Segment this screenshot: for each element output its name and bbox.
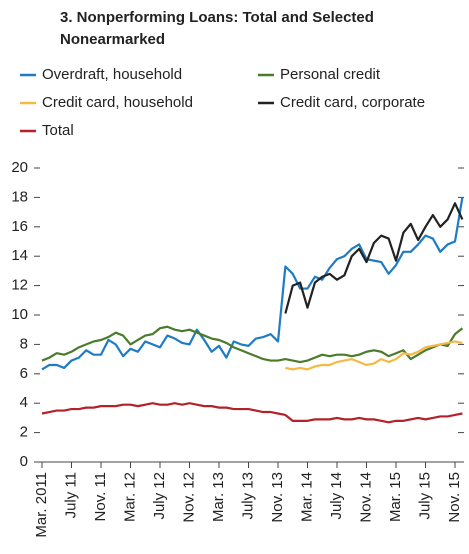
- x-tick-label: Mar. 12: [121, 472, 138, 522]
- series-line: [41, 197, 464, 371]
- x-tick-label: Nov. 11: [92, 472, 109, 521]
- legend-label: Credit card, household: [42, 94, 193, 111]
- x-tick-label: July 11: [62, 472, 79, 518]
- y-tick-label: 2: [20, 424, 28, 441]
- y-tick-label: 12: [11, 277, 28, 294]
- y-tick-label: 6: [20, 365, 28, 382]
- series-line: [284, 202, 464, 314]
- x-tick-label: Nov. 13: [269, 472, 286, 523]
- x-tick-label: July 13: [239, 472, 256, 520]
- legend-label: Credit card, corporate: [280, 94, 425, 111]
- y-tick-label: 10: [11, 306, 28, 323]
- chart-title: 3. Nonperforming Loans: Total and Select…: [60, 9, 378, 48]
- x-tick-label: Nov. 14: [357, 472, 374, 523]
- y-tick-label: 8: [20, 335, 28, 352]
- x-tick-label: Mar. 13: [210, 472, 227, 522]
- x-tick-label: July 14: [328, 472, 345, 520]
- x-tick-label: July 15: [416, 472, 433, 520]
- x-tick-label: Mar. 15: [387, 472, 404, 522]
- y-tick-label: 20: [11, 159, 28, 176]
- x-tick-label: Nov. 15: [446, 472, 463, 523]
- legend-label: Total: [42, 122, 74, 139]
- y-tick-label: 0: [20, 453, 28, 470]
- legend-label: Personal credit: [280, 66, 381, 83]
- y-tick-label: 14: [11, 247, 28, 264]
- legend-label: Overdraft, household: [42, 66, 182, 83]
- y-tick-label: 4: [20, 394, 28, 411]
- series-line: [41, 325, 464, 364]
- x-tick-label: Nov. 12: [180, 472, 197, 523]
- x-tick-label: July 12: [151, 472, 168, 520]
- x-tick-label: Mar. 2011: [33, 472, 50, 538]
- series-line: [285, 340, 463, 371]
- y-tick-label: 16: [11, 218, 28, 235]
- y-tick-label: 18: [11, 188, 28, 205]
- series-line: [41, 402, 463, 424]
- x-tick-label: Mar. 14: [298, 472, 315, 522]
